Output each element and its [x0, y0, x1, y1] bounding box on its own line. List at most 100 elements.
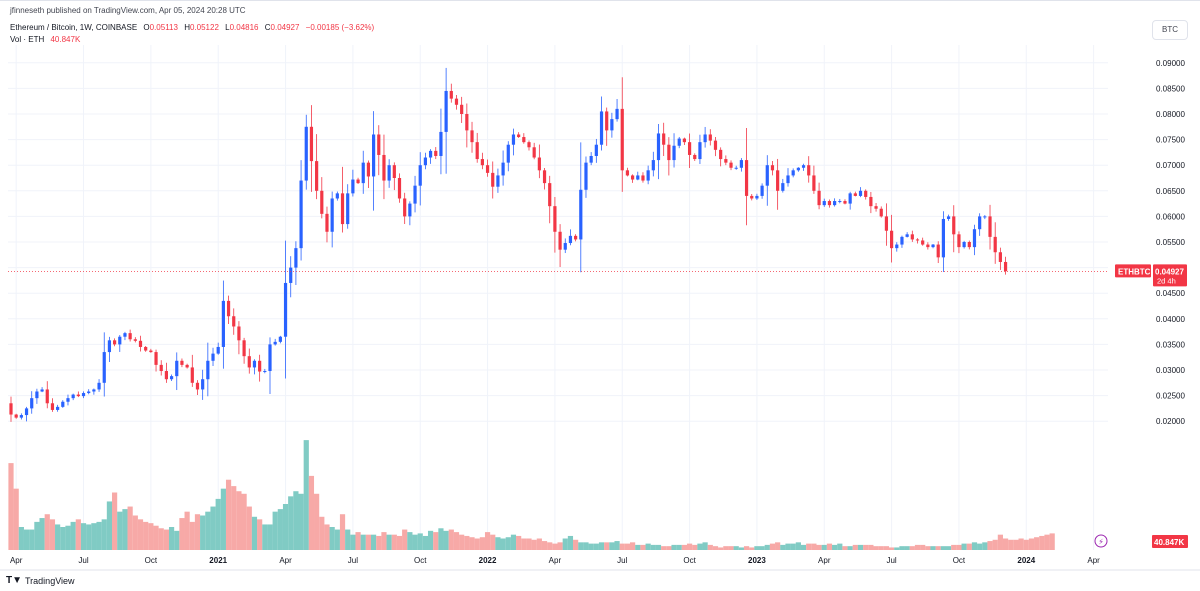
candle	[252, 359, 257, 375]
volume-bar	[308, 475, 315, 550]
volume-bar	[345, 529, 351, 550]
candle-body	[553, 206, 557, 232]
candle	[382, 134, 386, 200]
volume-bar	[749, 547, 755, 550]
volume-bar	[106, 501, 113, 550]
price-tick-label: 0.02500	[1156, 392, 1185, 401]
candle-body	[739, 160, 743, 168]
candle-body	[460, 104, 464, 114]
price-axis[interactable]: 0.09000 0.08500 0.08000 0.07500 0.07000 0.065…	[1156, 59, 1185, 426]
volume-bar	[966, 543, 972, 550]
volume-bar	[593, 543, 599, 550]
candle-body	[206, 360, 210, 380]
candle	[962, 240, 966, 249]
candle-body	[833, 201, 837, 206]
volume-bar	[899, 546, 905, 550]
candle-body	[71, 394, 75, 399]
volume-bar	[723, 546, 729, 550]
candle-body	[237, 326, 241, 341]
volume-bar	[832, 544, 838, 550]
candle-body	[858, 190, 863, 196]
volume-bar	[671, 544, 677, 550]
time-tick-label: Jul	[886, 556, 896, 565]
candle	[480, 152, 484, 170]
lightning-icon[interactable]: ⚡	[1094, 534, 1108, 548]
candle-body	[45, 389, 49, 404]
candle	[822, 198, 826, 207]
candle	[496, 168, 500, 193]
candle-body	[874, 206, 878, 209]
volume-bar	[44, 514, 50, 550]
candle-body	[278, 336, 282, 342]
candle	[734, 165, 738, 170]
candle	[434, 147, 438, 160]
candle-body	[677, 138, 681, 146]
candle-body	[195, 382, 200, 390]
candle-body	[962, 242, 966, 248]
volume-bar	[521, 538, 527, 550]
volume-bar	[697, 543, 703, 550]
candle-body	[719, 149, 723, 160]
candle	[978, 213, 982, 236]
volume-bar	[661, 546, 667, 550]
volume-bar	[692, 544, 698, 550]
volume-bar	[619, 543, 625, 550]
candle-body	[941, 218, 945, 258]
candle-body	[283, 282, 288, 337]
grid-lines	[8, 45, 1108, 550]
candle	[180, 358, 184, 368]
candle	[40, 387, 44, 393]
candle	[594, 138, 598, 163]
candle	[501, 150, 505, 186]
candle	[294, 241, 298, 286]
volume-bar	[1028, 538, 1035, 550]
candle	[87, 389, 91, 395]
candle	[895, 242, 899, 252]
candle	[97, 379, 101, 392]
candle-body	[444, 90, 448, 132]
candle-body	[9, 403, 13, 415]
candle-body	[24, 408, 29, 416]
volume-bar	[225, 479, 232, 550]
volume-bar	[402, 529, 408, 550]
price-tick-label: 0.05500	[1156, 238, 1185, 247]
candle-body	[869, 196, 873, 207]
candle-body	[625, 170, 630, 176]
candle	[900, 235, 904, 248]
time-axis[interactable]: Apr Jul Oct 2021 Apr Jul Oct 2022 Apr Jul Oct 2023 A…	[10, 556, 1100, 565]
candle	[154, 349, 158, 372]
candle	[506, 141, 510, 172]
candle	[579, 142, 583, 273]
candle	[983, 215, 987, 220]
volume-bar	[137, 519, 144, 550]
candle	[687, 133, 692, 168]
volume-bar	[604, 542, 610, 550]
volume-bar	[262, 524, 268, 550]
candle	[558, 224, 562, 268]
candle	[703, 126, 707, 148]
candle	[149, 348, 153, 353]
candle-body	[403, 198, 407, 217]
volume-bar	[526, 538, 532, 550]
candle-body	[537, 157, 541, 171]
candle	[574, 234, 578, 242]
candle-body	[900, 236, 904, 245]
time-tick-label: Apr	[10, 556, 23, 565]
candle-body	[247, 356, 251, 368]
candle	[237, 321, 241, 355]
candle-body	[946, 216, 951, 219]
candle	[61, 400, 65, 408]
candle-body	[698, 142, 702, 160]
volume-bar	[852, 544, 858, 550]
candle-body	[180, 360, 184, 365]
candle	[827, 199, 832, 208]
candle	[843, 199, 847, 205]
candle-body	[641, 175, 645, 181]
low-value: 0.04816	[229, 23, 259, 32]
volume-bars	[8, 440, 1055, 550]
currency-button[interactable]: BTC	[1152, 20, 1188, 40]
volume-bar	[536, 538, 542, 550]
volume-bar	[728, 546, 734, 550]
candle	[879, 206, 883, 218]
